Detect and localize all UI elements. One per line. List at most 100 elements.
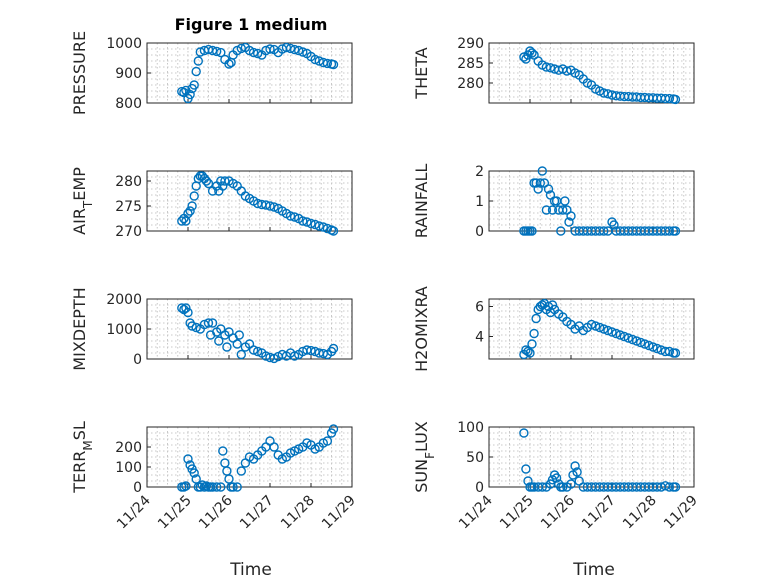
data-point bbox=[664, 346, 675, 357]
data-point bbox=[328, 59, 339, 70]
data-point bbox=[269, 202, 279, 212]
subplot-5: 4 6 H2OMIXRA bbox=[412, 286, 695, 372]
data-point bbox=[560, 196, 570, 206]
data-point bbox=[310, 219, 320, 230]
data-point bbox=[627, 334, 638, 345]
data-point bbox=[566, 211, 576, 221]
data-point bbox=[572, 467, 582, 477]
data-point bbox=[285, 211, 296, 221]
data-point bbox=[670, 482, 681, 492]
data-point bbox=[187, 201, 197, 211]
data-point bbox=[527, 339, 537, 349]
y-tick-label: 0 bbox=[133, 480, 142, 496]
subplot-0: 800 900 1000 PRESSURE bbox=[70, 31, 353, 115]
data-point bbox=[189, 191, 199, 201]
y-tick-label: 290 bbox=[457, 36, 484, 52]
y-axis-label-6: TERRMSL bbox=[70, 421, 95, 494]
data-point bbox=[619, 331, 629, 342]
data-point bbox=[185, 206, 195, 216]
x-tick-label: 11/28 bbox=[620, 493, 660, 533]
axes-box-5 bbox=[488, 298, 695, 360]
data-point bbox=[224, 59, 234, 69]
data-point bbox=[648, 342, 658, 352]
data-point bbox=[558, 482, 568, 492]
data-point bbox=[232, 482, 242, 492]
data-point bbox=[570, 461, 580, 471]
y-axis-label-0: PRESSURE bbox=[70, 31, 89, 115]
data-point bbox=[599, 226, 609, 236]
data-point bbox=[328, 226, 339, 236]
subplot-6: 0 100 200 TERRMSL 11/24 11/25 11/26 11/27 11/28 1… bbox=[70, 421, 359, 532]
data-point bbox=[652, 343, 662, 354]
y-tick-label: 280 bbox=[457, 76, 484, 92]
data-point bbox=[670, 348, 681, 358]
data-point bbox=[269, 442, 279, 452]
data-point bbox=[603, 325, 613, 336]
data-point bbox=[203, 318, 214, 328]
data-point bbox=[265, 201, 275, 211]
data-point bbox=[636, 337, 646, 348]
data-point bbox=[191, 322, 201, 333]
y-tick-label: 800 bbox=[115, 96, 142, 112]
data-point bbox=[216, 482, 226, 492]
data-point bbox=[611, 328, 621, 339]
data-point bbox=[310, 54, 320, 65]
data-point bbox=[289, 212, 300, 222]
data-point bbox=[615, 330, 625, 340]
x-axis-label-left: Time bbox=[229, 560, 272, 580]
data-point bbox=[322, 58, 333, 69]
y-tick-label: 270 bbox=[115, 224, 142, 240]
data-point bbox=[533, 184, 543, 194]
data-point bbox=[537, 166, 547, 176]
y-tick-label: 285 bbox=[457, 56, 484, 72]
y-axis-label-1: THETA bbox=[412, 47, 431, 99]
data-point bbox=[220, 176, 230, 186]
data-point bbox=[318, 222, 328, 232]
data-point bbox=[265, 44, 275, 54]
data-point bbox=[218, 446, 228, 456]
y-axis-label-4: MIXDEPTH bbox=[70, 287, 89, 370]
data-point bbox=[183, 454, 193, 464]
x-axis-label-right: Time bbox=[572, 560, 615, 580]
subplot-4: 0 1000 2000 MIXDEPTH bbox=[70, 287, 353, 371]
subplot-7: 0 50 100 SUNFLUX 11/24 11/25 11/26 11/27 11/28 11… bbox=[412, 420, 701, 532]
data-point bbox=[189, 468, 199, 478]
data-point bbox=[197, 480, 208, 490]
x-tick-label: 11/29 bbox=[319, 493, 359, 533]
data-point bbox=[294, 45, 304, 56]
data-point bbox=[328, 343, 339, 354]
data-point bbox=[521, 464, 531, 474]
data-point bbox=[314, 56, 324, 66]
data-point bbox=[232, 339, 242, 349]
axes-box-1 bbox=[488, 42, 695, 104]
data-point bbox=[234, 330, 245, 340]
y-tick-label: 1000 bbox=[106, 322, 142, 338]
x-tick-label: 11/29 bbox=[661, 493, 701, 533]
data-point bbox=[527, 226, 537, 236]
y-tick-label: 2 bbox=[475, 164, 484, 180]
data-point bbox=[644, 340, 654, 351]
data-point bbox=[631, 336, 642, 346]
data-point bbox=[523, 346, 533, 357]
data-point bbox=[670, 94, 681, 105]
data-point bbox=[248, 345, 259, 355]
data-point bbox=[527, 48, 537, 58]
data-point bbox=[556, 226, 566, 236]
x-tick-label: 11/26 bbox=[196, 492, 236, 532]
data-point bbox=[547, 205, 558, 215]
data-point bbox=[525, 348, 535, 358]
data-point bbox=[564, 217, 574, 227]
data-point bbox=[187, 321, 197, 331]
data-point bbox=[551, 473, 562, 483]
y-tick-label: 275 bbox=[115, 199, 142, 215]
data-point bbox=[306, 345, 316, 356]
data-point bbox=[322, 223, 333, 234]
data-point bbox=[623, 333, 634, 343]
data-point bbox=[298, 216, 308, 226]
y-tick-label: 100 bbox=[457, 420, 484, 436]
x-tick-label: 11/27 bbox=[237, 493, 277, 533]
y-tick-label: 6 bbox=[475, 300, 484, 316]
data-point bbox=[298, 47, 308, 57]
axes-box-6 bbox=[146, 426, 353, 488]
